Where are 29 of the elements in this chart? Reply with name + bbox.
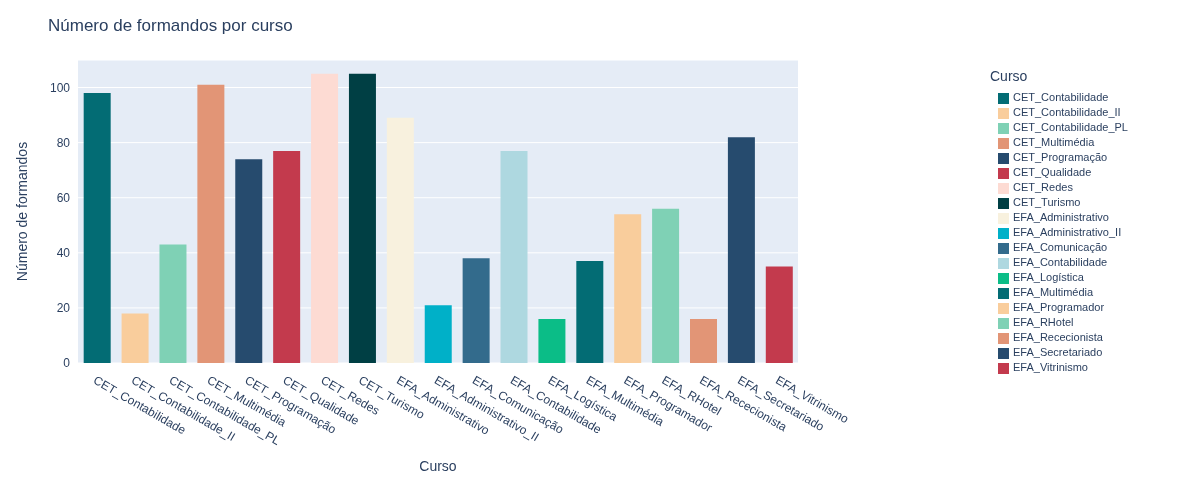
- y-tick-label: 20: [56, 301, 71, 316]
- legend-label: EFA_RHotel: [1013, 316, 1074, 328]
- y-tick-label: 40: [56, 246, 71, 261]
- legend-label: EFA_Programador: [1013, 301, 1105, 313]
- y-tick-label: 0: [63, 356, 71, 371]
- legend-title: Curso: [990, 68, 1028, 84]
- legend-label: CET_Contabilidade_PL: [1013, 121, 1128, 133]
- legend-label: EFA_Contabilidade: [1013, 256, 1108, 268]
- legend-label: CET_Contabilidade_II: [1013, 106, 1121, 118]
- legend-label: CET_Programação: [1013, 151, 1108, 163]
- legend-label: EFA_Vitrinismo: [1013, 361, 1088, 373]
- legend-label: CET_Multimédia: [1013, 136, 1095, 148]
- y-tick-label: 100: [49, 80, 71, 95]
- legend-label: CET_Redes: [1013, 181, 1073, 193]
- y-axis-title: Número de formandos: [13, 141, 30, 282]
- legend-label: EFA_Comunicação: [1013, 241, 1108, 253]
- legend-label: CET_Contabilidade: [1013, 91, 1109, 103]
- legend-label: CET_Turismo: [1013, 196, 1081, 208]
- legend-label: EFA_Secretariado: [1013, 346, 1103, 358]
- y-tick-label: 80: [56, 135, 71, 150]
- chart-title: Número de formandos por curso: [48, 16, 293, 36]
- legend-label: EFA_Multimédia: [1013, 286, 1094, 298]
- x-axis-title: Curso: [419, 458, 457, 474]
- legend-label: CET_Qualidade: [1013, 166, 1092, 178]
- legend-label: EFA_Rececionista: [1013, 331, 1103, 343]
- y-tick-label: 60: [56, 190, 71, 205]
- legend-label: EFA_Logística: [1013, 271, 1084, 283]
- legend-label: EFA_Administrativo: [1013, 211, 1109, 223]
- legend-label: EFA_Administrativo_II: [1013, 226, 1122, 238]
